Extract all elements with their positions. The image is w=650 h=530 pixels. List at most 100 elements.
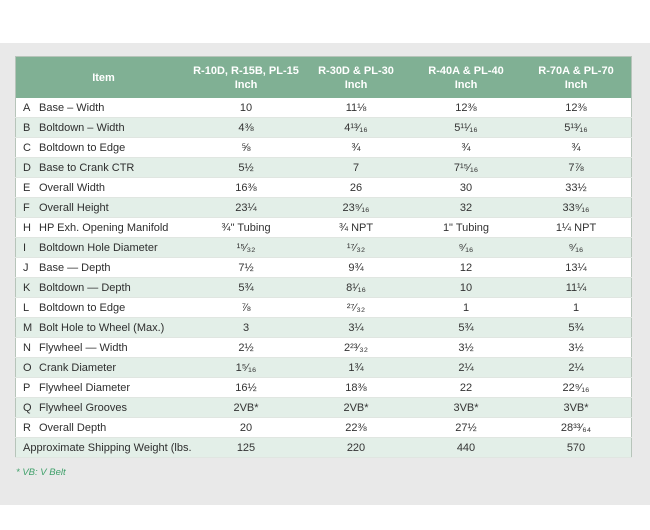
row-item-label: Flywheel Diameter — [39, 381, 131, 394]
row-item-label: Base — Depth — [39, 261, 111, 274]
row-value-cell: 220 — [301, 437, 411, 458]
row-letter: J — [23, 261, 29, 274]
row-letter: C — [23, 141, 31, 154]
row-item-cell: A Base – Width — [15, 98, 191, 118]
row-letter: Q — [23, 401, 32, 414]
row-item-cell: L Boltdown to Edge — [15, 297, 191, 318]
header-col-4: R-70A & PL-70 Inch — [521, 56, 632, 98]
table-row: M Bolt Hole to Wheel (Max.) 3 3¼ 5¾ 5¾ — [15, 317, 632, 338]
footer-label-cell: Approximate Shipping Weight (lbs.) — [15, 437, 191, 458]
row-letter: I — [23, 241, 27, 254]
row-value-cell: 7 — [301, 157, 411, 178]
footnote: * VB: V Belt — [16, 467, 66, 478]
row-value-cell: 1¼ NPT — [521, 217, 632, 238]
row-value-cell: 1 — [411, 297, 521, 318]
row-value-cell: 440 — [411, 437, 521, 458]
row-value-cell: 3VB* — [521, 397, 632, 418]
header-item: Item — [15, 56, 191, 98]
table-header: Item R-10D, R-15B, PL-15 Inch R-30D & PL… — [15, 56, 632, 98]
content-panel: Item R-10D, R-15B, PL-15 Inch R-30D & PL… — [0, 43, 650, 505]
row-value-cell: 7¹⁵⁄₁₆ — [411, 157, 521, 178]
row-item-cell: H HP Exh. Opening Manifold — [15, 217, 191, 238]
row-value-cell: 22⁹⁄₁₆ — [521, 377, 632, 398]
row-value-cell: 2½ — [191, 337, 301, 358]
row-letter: L — [23, 301, 30, 314]
header-col-2: R-30D & PL-30 Inch — [301, 56, 411, 98]
table-row: H HP Exh. Opening Manifold ¾" Tubing ¾ NPT 1… — [15, 217, 632, 238]
row-value-cell: ¾" Tubing — [191, 217, 301, 238]
row-value-cell: 1⁵⁄₁₆ — [191, 357, 301, 378]
header-col-1-unit: Inch — [234, 78, 258, 91]
row-value-cell: 5½ — [191, 157, 301, 178]
row-value-cell: 20 — [191, 417, 301, 438]
row-item-cell: C Boltdown to Edge — [15, 137, 191, 158]
row-value-cell: ¾ NPT — [301, 217, 411, 238]
header-col-1-model: R-10D, R-15B, PL-15 — [193, 64, 299, 77]
table-row: O Crank Diameter 1⁵⁄₁₆ 1¾ 2¼ 2¼ — [15, 357, 632, 378]
row-value-cell: 2VB* — [301, 397, 411, 418]
table-row: P Flywheel Diameter 16½ 18⅜ 22 22⁹⁄₁₆ — [15, 377, 632, 398]
row-value-cell: 7⅞ — [521, 157, 632, 178]
row-value-cell: ¹⁵⁄₃₂ — [191, 237, 301, 258]
table-body: A Base – Width 10 11⅛ 12⅜ 12⅜ B Boltdown – Widt… — [15, 98, 632, 458]
row-letter: E — [23, 181, 31, 194]
row-value-cell: ⅞ — [191, 297, 301, 318]
row-item-label: Base to Crank CTR — [39, 161, 135, 174]
row-letter: A — [23, 101, 31, 114]
row-value-cell: 32 — [411, 197, 521, 218]
row-value-cell: 5¹¹⁄₁₆ — [411, 117, 521, 138]
header-row: Item R-10D, R-15B, PL-15 Inch R-30D & PL… — [15, 56, 632, 98]
row-value-cell: 4⅜ — [191, 117, 301, 138]
row-letter: O — [23, 361, 32, 374]
row-value-cell: 30 — [411, 177, 521, 198]
row-value-cell: 3½ — [411, 337, 521, 358]
row-value-cell: 12 — [411, 257, 521, 278]
row-value-cell: 22 — [411, 377, 521, 398]
row-item-cell: R Overall Depth — [15, 417, 191, 438]
row-item-label: Base – Width — [39, 101, 105, 114]
row-item-label: Boltdown to Edge — [39, 301, 126, 314]
row-value-cell: ⁹⁄₁₆ — [411, 237, 521, 258]
row-value-cell: 5¾ — [411, 317, 521, 338]
table-row: N Flywheel — Width 2½ 2²³⁄₃₂ 3½ 3½ — [15, 337, 632, 358]
row-value-cell: 22⅜ — [301, 417, 411, 438]
row-item-cell: J Base — Depth — [15, 257, 191, 278]
row-letter: F — [23, 201, 30, 214]
row-value-cell: 1¾ — [301, 357, 411, 378]
row-value-cell: 570 — [521, 437, 632, 458]
row-value-cell: 10 — [411, 277, 521, 298]
table-row: Q Flywheel Grooves 2VB* 2VB* 3VB* 3VB* — [15, 397, 632, 418]
table-row: K Boltdown — Depth 5¾ 8¹⁄₁₆ 10 11¼ — [15, 277, 632, 298]
row-item-label: Overall Height — [39, 201, 109, 214]
row-letter: N — [23, 341, 31, 354]
row-item-label: Crank Diameter — [39, 361, 117, 374]
header-col-4-model: R-70A & PL-70 — [538, 64, 614, 77]
row-letter: R — [23, 421, 31, 434]
table-row: E Overall Width 16⅜ 26 30 33½ — [15, 177, 632, 198]
row-item-cell: D Base to Crank CTR — [15, 157, 191, 178]
row-item-label: Boltdown Hole Diameter — [39, 241, 158, 254]
row-item-label: HP Exh. Opening Manifold — [39, 221, 169, 234]
row-item-label: Flywheel — Width — [39, 341, 128, 354]
table-row: Approximate Shipping Weight (lbs.) 125 220… — [15, 437, 632, 458]
row-value-cell: 2²³⁄₃₂ — [301, 337, 411, 358]
row-letter: B — [23, 121, 31, 134]
row-item-label: Overall Width — [39, 181, 106, 194]
row-value-cell: 5¾ — [191, 277, 301, 298]
row-value-cell: 33⁹⁄₁₆ — [521, 197, 632, 218]
header-col-3-model: R-40A & PL-40 — [428, 64, 504, 77]
row-item-label: Boltdown – Width — [39, 121, 125, 134]
row-value-cell: 5¹³⁄₁₆ — [521, 117, 632, 138]
table-row: A Base – Width 10 11⅛ 12⅜ 12⅜ — [15, 98, 632, 118]
table-row: F Overall Height 23¼ 23⁹⁄₁₆ 32 33⁹⁄₁₆ — [15, 197, 632, 218]
header-col-2-unit: Inch — [344, 78, 368, 91]
row-value-cell: 2¼ — [411, 357, 521, 378]
row-value-cell: 2VB* — [191, 397, 301, 418]
row-item-cell: Q Flywheel Grooves — [15, 397, 191, 418]
row-value-cell: 3VB* — [411, 397, 521, 418]
row-value-cell: 9¾ — [301, 257, 411, 278]
table-row: I Boltdown Hole Diameter ¹⁵⁄₃₂ ¹⁷⁄₃₂ ⁹⁄₁₆ ⁹⁄₁… — [15, 237, 632, 258]
row-value-cell: ⁹⁄₁₆ — [521, 237, 632, 258]
row-value-cell: 13¼ — [521, 257, 632, 278]
spec-table: Item R-10D, R-15B, PL-15 Inch R-30D & PL… — [15, 56, 632, 458]
